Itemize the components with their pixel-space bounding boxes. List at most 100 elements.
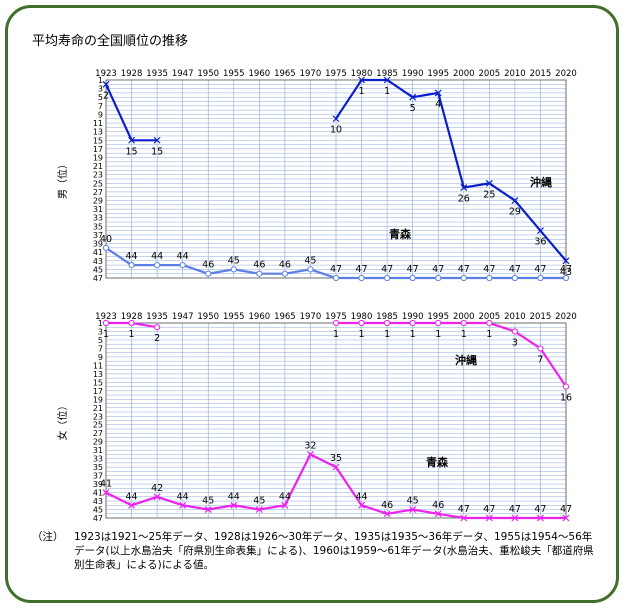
x-tick-label: 2010 [504, 69, 526, 79]
data-label: 1 [359, 86, 365, 97]
data-label: 47 [509, 504, 521, 515]
series-name-label: 沖縄 [530, 175, 552, 189]
data-label: 44 [228, 491, 240, 502]
data-point [205, 270, 212, 277]
data-point [384, 274, 391, 282]
data-label: 1 [435, 329, 441, 340]
data-point [332, 463, 340, 471]
data-point [562, 383, 570, 390]
data-point [154, 261, 161, 269]
data-point [204, 506, 212, 513]
data-label: 1 [103, 329, 109, 340]
y-tick-label: 25 [93, 421, 103, 430]
data-point [486, 274, 493, 282]
x-tick-label: 1947 [172, 69, 194, 79]
figure-title: 平均寿命の全国順位の推移 [32, 34, 189, 49]
data-label: 4 [435, 99, 441, 110]
data-point [409, 319, 416, 327]
data-point [102, 489, 110, 496]
data-point [562, 514, 570, 522]
data-label: 47 [432, 264, 444, 275]
data-point [281, 501, 289, 509]
x-tick-label: 1995 [427, 69, 449, 79]
y-tick-label: 9 [98, 110, 103, 119]
data-point [153, 136, 161, 144]
y-tick-label: 3 [98, 327, 103, 336]
data-point [307, 450, 314, 458]
data-label: 5 [410, 103, 416, 114]
y-tick-label: 35 [93, 463, 103, 472]
y-tick-label: 15 [93, 378, 103, 387]
data-point [358, 319, 365, 327]
y-axis-label: 女（位） [56, 401, 69, 441]
x-tick-label: 1960 [249, 312, 271, 322]
x-tick-label: 1965 [274, 69, 296, 79]
data-label: 45 [253, 496, 265, 507]
data-label: 45 [407, 496, 419, 507]
x-tick-label: 1975 [325, 69, 347, 79]
data-label: 47 [483, 264, 495, 275]
data-label: 2 [154, 333, 160, 344]
x-tick-label: 2015 [530, 69, 552, 79]
data-point [485, 514, 493, 522]
data-point [485, 179, 493, 187]
y-tick-label: 5 [98, 336, 103, 345]
data-point [102, 244, 110, 251]
data-point [460, 184, 468, 192]
y-tick-label: 17 [93, 145, 103, 154]
x-tick-label: 1970 [300, 312, 322, 322]
data-label: 45 [304, 255, 316, 266]
data-label: 44 [126, 251, 138, 262]
data-label: 43 [560, 267, 572, 278]
data-label: 1 [333, 329, 339, 340]
data-label: 46 [381, 500, 393, 511]
data-label: 45 [202, 496, 214, 507]
data-point [562, 274, 570, 282]
y-tick-label: 19 [93, 153, 103, 162]
x-tick-label: 1955 [223, 69, 245, 79]
series-line-沖縄 [336, 321, 567, 388]
data-label: 35 [330, 453, 342, 464]
y-tick-label: 21 [93, 404, 103, 413]
series-name-label: 青森 [389, 227, 412, 241]
series-line-沖縄 [335, 78, 567, 262]
y-tick-label: 47 [93, 274, 103, 283]
x-tick-label: 1928 [121, 69, 143, 79]
data-point [537, 274, 544, 282]
data-label: 47 [560, 264, 572, 275]
data-label: 47 [458, 264, 470, 275]
y-tick-label: 23 [93, 171, 103, 180]
data-point [332, 319, 340, 327]
data-point [537, 345, 544, 352]
data-label: 47 [458, 504, 470, 515]
x-tick-label: 2010 [504, 312, 526, 322]
y-tick-label: 17 [93, 387, 103, 396]
data-label: 47 [483, 504, 495, 515]
data-point [460, 274, 467, 282]
figure-frame [5, 5, 619, 603]
data-point [537, 227, 544, 235]
data-point [511, 197, 519, 204]
x-tick-label: 1980 [351, 69, 373, 79]
y-axis-label: 男（位） [56, 159, 69, 199]
x-tick-label: 1950 [197, 312, 219, 322]
x-tick-label: 1960 [249, 69, 271, 79]
data-label: 45 [228, 255, 240, 266]
y-tick-label: 11 [93, 119, 103, 128]
y-tick-label: 13 [93, 370, 103, 379]
data-label: 1 [486, 329, 492, 340]
data-point [307, 266, 314, 273]
data-label: 16 [560, 393, 572, 404]
y-tick-label: 33 [93, 455, 103, 464]
data-point [384, 319, 391, 327]
data-label: 44 [126, 491, 138, 502]
data-label: 47 [330, 264, 342, 275]
y-tick-label: 33 [93, 214, 103, 223]
y-tick-label: 29 [93, 438, 103, 447]
y-tick-label: 5 [98, 93, 103, 102]
data-point [255, 506, 263, 513]
chart-panel-female: 女（位） [56, 319, 570, 522]
data-point [332, 115, 340, 123]
x-tick-label: 1950 [197, 69, 219, 79]
data-label: 10 [330, 125, 342, 136]
